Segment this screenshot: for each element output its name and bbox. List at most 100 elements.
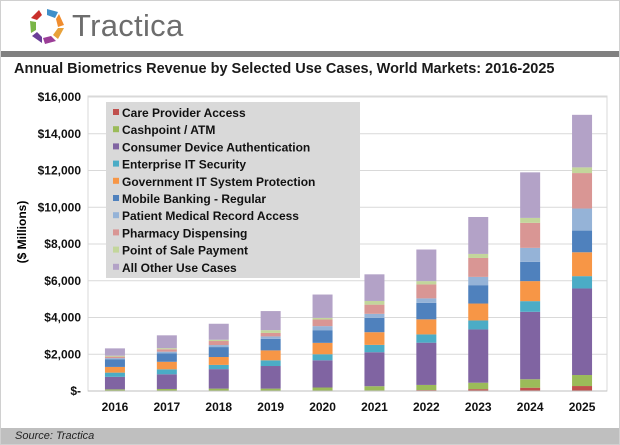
x-tick-label: 2016 [102, 400, 129, 414]
bar-segment-point-of-sale-payment-2021 [364, 300, 385, 305]
bar-segment-mobile-banking-regular-2017 [156, 353, 177, 362]
x-tick-label: 2024 [517, 400, 544, 414]
y-tick-label: $14,000 [38, 127, 82, 141]
bar-segment-enterprise-it-security-2020 [312, 354, 333, 361]
bar-segment-pharmacy-dispensing-2024 [520, 222, 541, 248]
bar-segment-enterprise-it-security-2023 [468, 320, 489, 330]
x-tick-label: 2019 [257, 400, 284, 414]
y-tick-label: $4,000 [44, 311, 81, 325]
bar-segment-pharmacy-dispensing-2023 [468, 257, 489, 277]
legend-swatch [113, 126, 119, 133]
y-tick-label: $10,000 [38, 200, 82, 214]
bar-segment-patient-medical-record-access-2021 [364, 313, 385, 318]
bar-segment-point-of-sale-payment-2016 [104, 355, 125, 357]
bar-segment-pharmacy-dispensing-2021 [364, 304, 385, 314]
legend-label: Point of Sale Payment [122, 244, 248, 258]
x-tick-label: 2022 [413, 400, 440, 414]
bar-segment-cashpoint-atm-2023 [468, 382, 489, 390]
bar-segment-government-it-system-protection-2023 [468, 303, 489, 321]
bar-segment-government-it-system-protection-2017 [156, 361, 177, 370]
legend-swatch [113, 143, 119, 150]
legend-swatch [113, 263, 119, 270]
y-tick-label: $8,000 [44, 237, 81, 251]
legend-swatch [113, 229, 119, 236]
bar-segment-consumer-device-authentication-2022 [416, 342, 437, 385]
source-note: Source: Tractica [1, 428, 619, 444]
bar-segment-cashpoint-atm-2020 [312, 387, 333, 391]
bar-segment-point-of-sale-payment-2019 [260, 330, 281, 333]
bar-segment-patient-medical-record-access-2017 [156, 351, 177, 354]
bar-segment-enterprise-it-security-2017 [156, 369, 177, 375]
y-tick-label: $6,000 [44, 274, 81, 288]
bar-segment-pharmacy-dispensing-2017 [156, 349, 177, 352]
bar-segment-mobile-banking-regular-2025 [572, 230, 593, 253]
bar-segment-mobile-banking-regular-2023 [468, 285, 489, 304]
bar-segment-consumer-device-authentication-2019 [260, 366, 281, 389]
bar-segment-mobile-banking-regular-2021 [364, 317, 385, 333]
bar-segment-patient-medical-record-access-2022 [416, 298, 437, 303]
bar-segment-enterprise-it-security-2019 [260, 360, 281, 367]
bar-segment-government-it-system-protection-2016 [104, 366, 125, 373]
pinwheel-logo-icon [30, 9, 64, 44]
bar-segment-consumer-device-authentication-2018 [208, 369, 229, 389]
x-tick-label: 2023 [465, 400, 492, 414]
bar-segment-all-other-use-cases-2022 [416, 249, 437, 282]
bar-segment-mobile-banking-regular-2020 [312, 330, 333, 343]
bar-segment-patient-medical-record-access-2024 [520, 247, 541, 262]
bar-segment-patient-medical-record-access-2025 [572, 208, 593, 231]
legend-label: Consumer Device Authentication [122, 140, 310, 154]
bar-segment-enterprise-it-security-2025 [572, 276, 593, 289]
bar-segment-consumer-device-authentication-2024 [520, 311, 541, 380]
bar-segment-all-other-use-cases-2018 [208, 323, 229, 340]
bar-segment-enterprise-it-security-2016 [104, 372, 125, 377]
bar-segment-enterprise-it-security-2022 [416, 334, 437, 343]
y-tick-label: $- [70, 384, 81, 398]
legend-box [106, 102, 360, 278]
bar-segment-point-of-sale-payment-2017 [156, 348, 177, 350]
bar-segment-consumer-device-authentication-2023 [468, 329, 489, 383]
bar-segment-pharmacy-dispensing-2025 [572, 173, 593, 209]
x-tick-label: 2017 [153, 400, 180, 414]
bar-segment-government-it-system-protection-2018 [208, 357, 229, 365]
legend-label: Pharmacy Dispensing [122, 226, 247, 240]
y-tick-label: $12,000 [38, 164, 82, 178]
bar-segment-government-it-system-protection-2020 [312, 342, 333, 355]
bar-segment-point-of-sale-payment-2024 [520, 217, 541, 223]
bar-segment-government-it-system-protection-2019 [260, 350, 281, 361]
legend-label: Patient Medical Record Access [122, 209, 299, 223]
tractica-logo: Tractica [28, 6, 184, 46]
bar-segment-pharmacy-dispensing-2016 [104, 356, 125, 359]
legend-label: Government IT System Protection [122, 175, 315, 189]
bar-segment-all-other-use-cases-2017 [156, 335, 177, 349]
bar-segment-all-other-use-cases-2023 [468, 216, 489, 254]
bar-segment-patient-medical-record-access-2023 [468, 276, 489, 286]
bar-segment-all-other-use-cases-2025 [572, 114, 593, 168]
bar-segment-cashpoint-atm-2024 [520, 379, 541, 388]
bar-segment-patient-medical-record-access-2016 [104, 358, 125, 360]
y-tick-label: $2,000 [44, 347, 81, 361]
bar-segment-cashpoint-atm-2018 [208, 388, 229, 391]
bar-segment-patient-medical-record-access-2018 [208, 345, 229, 348]
bar-segment-pharmacy-dispensing-2018 [208, 341, 229, 346]
y-tick-label: $16,000 [38, 90, 82, 104]
bar-segment-point-of-sale-payment-2023 [468, 253, 489, 258]
legend-swatch [113, 195, 119, 201]
legend-swatch [113, 246, 119, 253]
legend-label: Mobile Banking - Regular [122, 192, 266, 206]
bar-segment-cashpoint-atm-2016 [104, 389, 125, 391]
x-tick-label: 2020 [309, 400, 336, 414]
x-tick-label: 2025 [569, 400, 596, 414]
bar-segment-care-provider-access-2023 [468, 389, 489, 391]
bar-segment-point-of-sale-payment-2025 [572, 167, 593, 174]
bar-segment-consumer-device-authentication-2021 [364, 352, 385, 387]
bar-segment-cashpoint-atm-2017 [156, 388, 177, 391]
legend-label: All Other Use Cases [122, 261, 237, 275]
chart-title: Annual Biometrics Revenue by Selected Us… [14, 61, 555, 77]
bar-segment-pharmacy-dispensing-2019 [260, 332, 281, 337]
legend-swatch [113, 177, 119, 184]
x-tick-label: 2018 [205, 400, 232, 414]
bar-segment-mobile-banking-regular-2016 [104, 359, 125, 367]
bar-segment-enterprise-it-security-2018 [208, 364, 229, 370]
bar-segment-government-it-system-protection-2024 [520, 281, 541, 302]
